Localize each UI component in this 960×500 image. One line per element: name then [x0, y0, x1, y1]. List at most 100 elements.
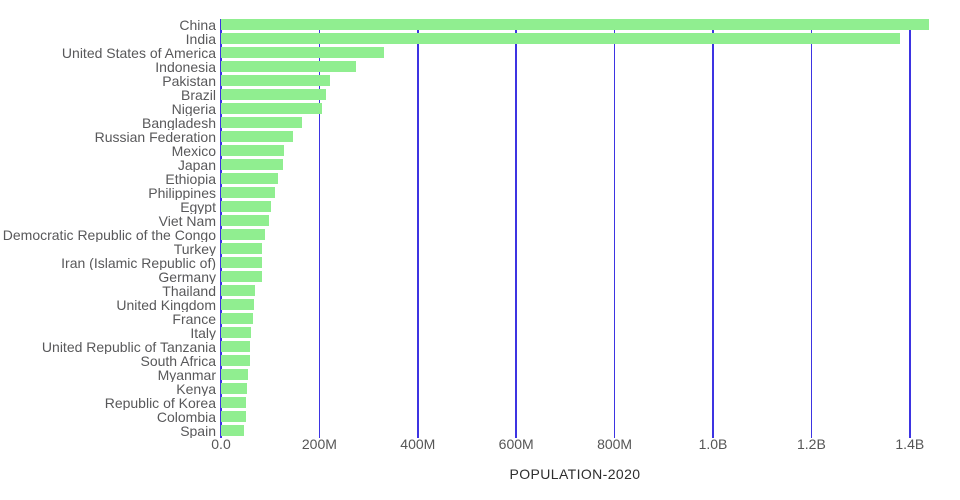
x-axis-tick-label: 1.0B: [698, 436, 728, 452]
country-label-text: South Africa: [140, 353, 217, 368]
country-label-text: Italy: [190, 325, 216, 340]
population-bar: [221, 271, 263, 282]
population-bar: [221, 341, 251, 352]
population-bar: [221, 215, 269, 226]
population-bar: [221, 187, 275, 198]
country-label-text: China: [179, 17, 216, 32]
country-label-text: Democratic Republic of the Congo: [2, 227, 216, 242]
population-bar: [221, 201, 272, 212]
country-label: Germany: [0, 270, 216, 284]
bar-row: Colombia: [0, 410, 960, 424]
population-bar: [221, 243, 263, 254]
country-label-text: Philippines: [148, 185, 216, 200]
country-label-text: Japan: [177, 157, 216, 172]
x-axis-tick-label: 200M: [301, 436, 337, 452]
country-label-text: Republic of Korea: [104, 395, 216, 410]
country-label: Thailand: [0, 284, 216, 298]
population-bar: [221, 89, 326, 100]
country-label: Brazil: [0, 88, 216, 102]
gridline: [712, 19, 714, 438]
country-label-text: Thailand: [162, 283, 216, 298]
population-bar: [221, 257, 263, 268]
gridline: [810, 19, 813, 438]
country-label: China: [0, 18, 216, 32]
country-label: Turkey: [0, 242, 216, 256]
bar-row: France: [0, 312, 960, 326]
gridline: [909, 19, 911, 438]
country-label: Republic of Korea: [0, 396, 216, 410]
bar-row: Germany: [0, 270, 960, 284]
country-label: Russian Federation: [0, 130, 216, 144]
country-label: Bangladesh: [0, 116, 216, 130]
population-bar: [221, 47, 384, 58]
country-label-text: United Kingdom: [116, 297, 216, 312]
x-axis-tick-label: 1.4B: [895, 436, 925, 452]
bar-row: Thailand: [0, 284, 960, 298]
country-label-text: Myanmar: [157, 367, 216, 382]
bar-row: Spain: [0, 424, 960, 438]
country-label-text: Germany: [158, 269, 216, 284]
bar-row: Nigeria: [0, 102, 960, 116]
country-label-text: Ethiopia: [165, 171, 216, 186]
population-bar: [221, 145, 285, 156]
population-bar: [221, 103, 323, 114]
country-label: Kenya: [0, 382, 216, 396]
population-bar: [221, 299, 255, 310]
country-label-text: Viet Nam: [158, 213, 216, 228]
country-label: Ethiopia: [0, 172, 216, 186]
country-label-text: Brazil: [180, 87, 216, 102]
population-bar: [221, 75, 330, 86]
bar-row: Mexico: [0, 144, 960, 158]
x-axis-tick-label: 800M: [597, 436, 633, 452]
country-label-text: United States of America: [61, 45, 216, 60]
country-label-text: Turkey: [173, 241, 216, 256]
population-bar: [221, 131, 293, 142]
x-axis-title: POPULATION-2020: [509, 466, 641, 482]
bar-row: Russian Federation: [0, 130, 960, 144]
population-bar: [221, 383, 248, 394]
x-axis-tick-label: 400M: [400, 436, 436, 452]
bar-row: South Africa: [0, 354, 960, 368]
population-bar: [221, 285, 256, 296]
country-label-text: Kenya: [176, 381, 216, 396]
bar-row: Japan: [0, 158, 960, 172]
country-label: South Africa: [0, 353, 217, 368]
country-label-text: Russian Federation: [94, 129, 216, 144]
country-label-text: Nigeria: [171, 101, 216, 116]
population-bar: [221, 33, 900, 44]
population-bar: [221, 313, 254, 324]
country-label-text: Iran (Islamic Republic of): [61, 255, 216, 270]
country-label-text: Pakistan: [162, 73, 216, 88]
bar-row: Ethiopia: [0, 172, 960, 186]
bar-row: Italy: [0, 326, 960, 340]
x-axis-tick-label: 600M: [498, 436, 534, 452]
country-label-text: United Republic of Tanzania: [41, 339, 216, 354]
country-label-text: Colombia: [156, 409, 216, 424]
gridline: [220, 19, 222, 438]
country-label: Egypt: [0, 200, 216, 214]
country-label: Viet Nam: [0, 214, 216, 228]
country-label: India: [0, 32, 216, 46]
bar-row: Indonesia: [0, 60, 960, 74]
country-label: Indonesia: [0, 60, 216, 74]
bar-row: Democratic Republic of the Congo: [0, 228, 960, 242]
bar-row: Turkey: [0, 242, 960, 256]
country-label: France: [0, 312, 216, 326]
population-bar: [221, 159, 284, 170]
bar-row: Brazil: [0, 88, 960, 102]
gridline: [613, 19, 616, 438]
bar-row: United Kingdom: [0, 298, 960, 312]
bar-row: Egypt: [0, 200, 960, 214]
population-bar: [221, 425, 245, 436]
bar-row: Myanmar: [0, 368, 960, 382]
country-label: Pakistan: [0, 74, 216, 88]
population-bar: [221, 19, 930, 30]
country-label-text: France: [172, 311, 216, 326]
country-label: Democratic Republic of the Congo: [0, 228, 216, 242]
country-label: Nigeria: [0, 102, 216, 116]
country-label: Iran (Islamic Republic of): [0, 256, 216, 270]
bar-row: Philippines: [0, 186, 960, 200]
country-label: Japan: [0, 158, 216, 172]
country-label-text: Mexico: [171, 143, 216, 158]
